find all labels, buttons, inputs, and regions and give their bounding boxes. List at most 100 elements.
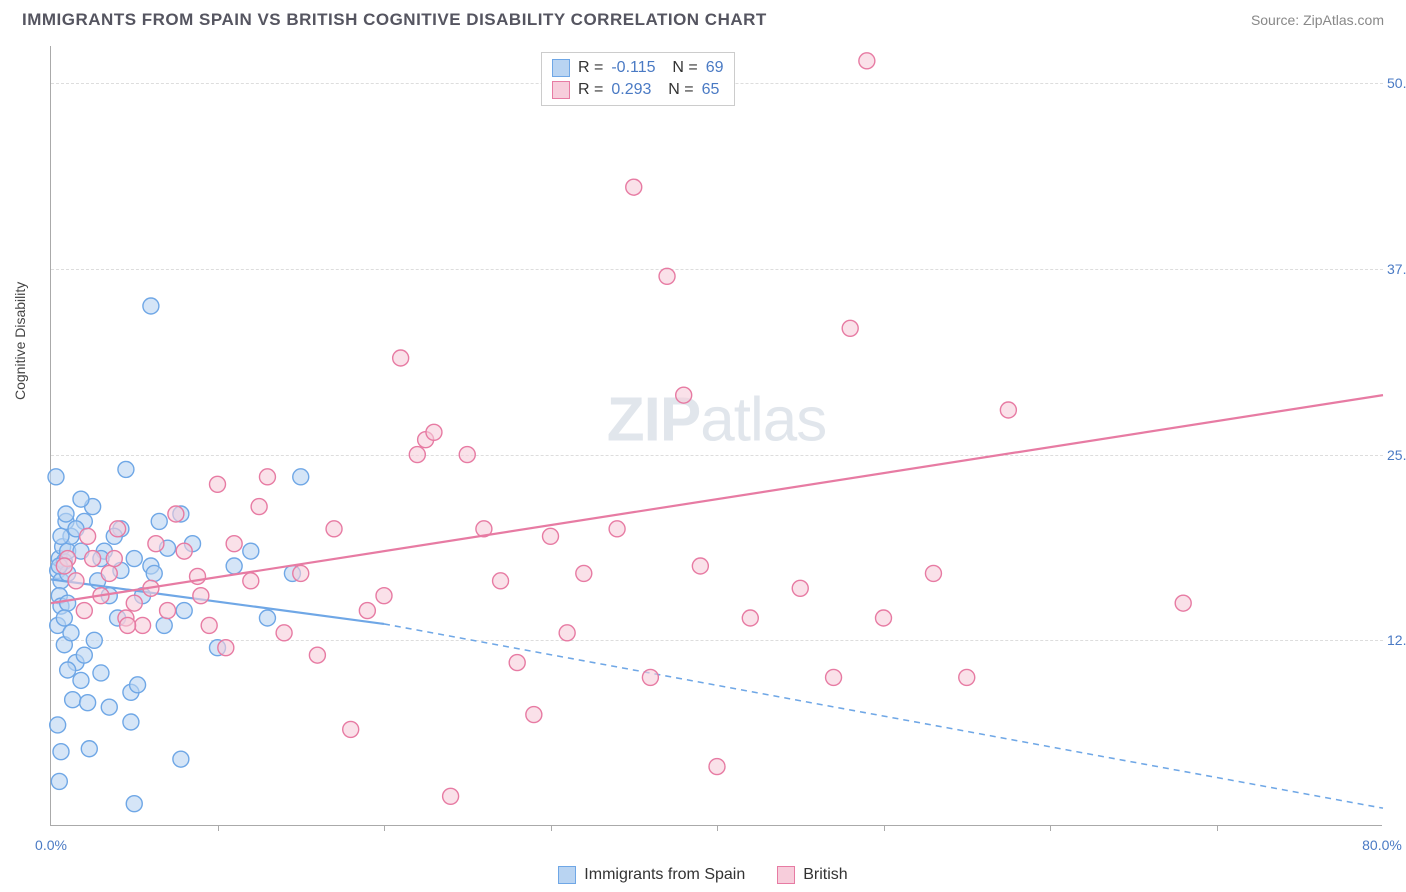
scatter-point <box>201 617 217 633</box>
scatter-point <box>226 558 242 574</box>
scatter-point <box>176 603 192 619</box>
scatter-point <box>343 721 359 737</box>
scatter-svg <box>51 46 1382 825</box>
scatter-point <box>130 677 146 693</box>
scatter-point <box>148 536 164 552</box>
x-tick <box>1217 825 1218 831</box>
scatter-point <box>76 603 92 619</box>
scatter-point <box>609 521 625 537</box>
scatter-point <box>276 625 292 641</box>
scatter-point <box>309 647 325 663</box>
scatter-point <box>173 751 189 767</box>
scatter-point <box>135 617 151 633</box>
scatter-point <box>243 543 259 559</box>
chart-title: IMMIGRANTS FROM SPAIN VS BRITISH COGNITI… <box>22 10 767 30</box>
scatter-point <box>60 662 76 678</box>
scatter-point <box>48 469 64 485</box>
trendline-solid <box>51 395 1383 603</box>
scatter-point <box>176 543 192 559</box>
scatter-point <box>53 744 69 760</box>
scatter-point <box>126 796 142 812</box>
r-value-spain: -0.115 <box>611 59 655 77</box>
scatter-point <box>50 717 66 733</box>
scatter-point <box>559 625 575 641</box>
scatter-point <box>218 640 234 656</box>
y-tick-label: 12.5% <box>1387 632 1406 648</box>
x-axis-max-label: 80.0% <box>1362 837 1402 853</box>
scatter-point <box>959 669 975 685</box>
scatter-point <box>1175 595 1191 611</box>
scatter-point <box>409 447 425 463</box>
x-tick <box>218 825 219 831</box>
scatter-point <box>326 521 342 537</box>
scatter-point <box>73 672 89 688</box>
scatter-point <box>101 565 117 581</box>
scatter-point <box>193 588 209 604</box>
scatter-point <box>792 580 808 596</box>
scatter-point <box>73 491 89 507</box>
scatter-point <box>118 461 134 477</box>
scatter-point <box>426 424 442 440</box>
scatter-point <box>543 528 559 544</box>
scatter-point <box>110 521 126 537</box>
scatter-point <box>85 551 101 567</box>
legend-label-british: British <box>803 866 847 884</box>
scatter-point <box>709 759 725 775</box>
x-tick <box>884 825 885 831</box>
scatter-point <box>126 595 142 611</box>
scatter-point <box>251 499 267 515</box>
n-value-spain: 69 <box>706 59 724 77</box>
scatter-point <box>259 610 275 626</box>
scatter-point <box>393 350 409 366</box>
r-value-british: 0.293 <box>611 81 651 99</box>
y-tick-label: 37.5% <box>1387 261 1406 277</box>
scatter-point <box>143 298 159 314</box>
scatter-point <box>859 53 875 69</box>
scatter-point <box>526 707 542 723</box>
swatch-spain-icon <box>558 866 576 884</box>
scatter-point <box>120 617 136 633</box>
scatter-point <box>86 632 102 648</box>
scatter-point <box>876 610 892 626</box>
scatter-point <box>93 665 109 681</box>
scatter-point <box>123 714 139 730</box>
x-axis-min-label: 0.0% <box>35 837 67 853</box>
scatter-point <box>80 528 96 544</box>
swatch-spain <box>552 59 570 77</box>
scatter-point <box>493 573 509 589</box>
scatter-point <box>293 469 309 485</box>
x-tick <box>551 825 552 831</box>
scatter-point <box>259 469 275 485</box>
scatter-point <box>576 565 592 581</box>
scatter-point <box>156 617 172 633</box>
y-tick-label: 25.0% <box>1387 447 1406 463</box>
scatter-point <box>65 692 81 708</box>
scatter-point <box>226 536 242 552</box>
scatter-point <box>642 669 658 685</box>
scatter-point <box>826 669 842 685</box>
scatter-point <box>101 699 117 715</box>
scatter-point <box>80 695 96 711</box>
legend-label-spain: Immigrants from Spain <box>584 866 745 884</box>
scatter-point <box>676 387 692 403</box>
legend-row-spain: R = -0.115 N = 69 <box>552 57 724 79</box>
x-tick <box>717 825 718 831</box>
y-tick-label: 50.0% <box>1387 75 1406 91</box>
scatter-point <box>842 320 858 336</box>
scatter-point <box>692 558 708 574</box>
scatter-point <box>459 447 475 463</box>
x-tick <box>384 825 385 831</box>
chart-plot-area: ZIPatlas R = -0.115 N = 69 R = 0.293 N =… <box>50 46 1382 826</box>
scatter-point <box>126 551 142 567</box>
scatter-point <box>210 476 226 492</box>
scatter-point <box>925 565 941 581</box>
scatter-point <box>53 528 69 544</box>
scatter-point <box>151 513 167 529</box>
correlation-legend: R = -0.115 N = 69 R = 0.293 N = 65 <box>541 52 735 106</box>
swatch-british-icon <box>777 866 795 884</box>
scatter-point <box>76 647 92 663</box>
scatter-point <box>168 506 184 522</box>
scatter-point <box>293 565 309 581</box>
swatch-british <box>552 81 570 99</box>
scatter-point <box>359 603 375 619</box>
